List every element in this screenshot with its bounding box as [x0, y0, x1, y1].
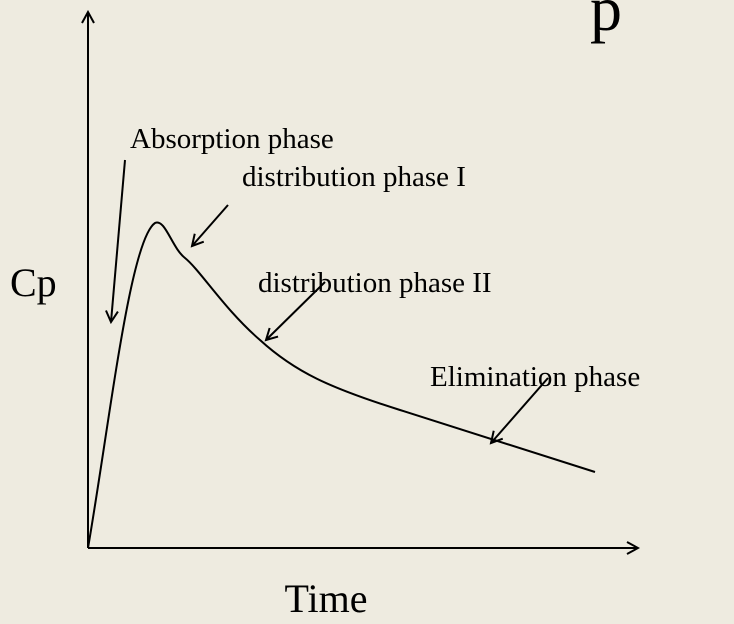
x-axis-label: Time: [284, 576, 367, 621]
phase-label: Absorption phase: [130, 123, 334, 155]
arrow: [266, 281, 326, 340]
arrow: [111, 159, 126, 322]
phase-label: distribution phase II: [258, 267, 492, 299]
y-axis-label: Cp: [10, 260, 57, 305]
arrow: [491, 377, 549, 443]
title-fragment: p: [590, 0, 622, 44]
phase-label: distribution phase I: [242, 161, 466, 193]
concentration-curve: [87, 221, 596, 549]
phase-label: Elimination phase: [430, 361, 640, 393]
arrow: [192, 204, 229, 246]
